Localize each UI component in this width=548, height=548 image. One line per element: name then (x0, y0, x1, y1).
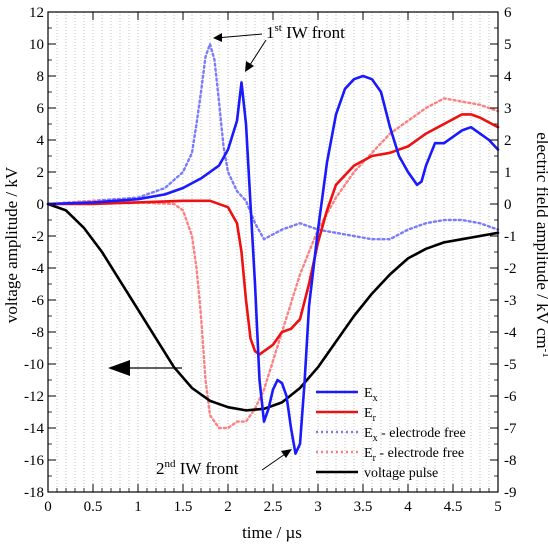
legend-label-main: voltage pulse (364, 466, 438, 481)
y-right-tick-label: 4 (504, 69, 512, 85)
annotation-second-arrow (261, 451, 289, 471)
annotation-first-num: 1 (266, 23, 275, 42)
y-left-tick-label: -14 (24, 421, 44, 437)
y-right-tick-label: -2 (504, 261, 517, 277)
y-right-tick-label: -5 (504, 357, 517, 373)
series-line-e-x (46, 74, 500, 455)
y-left-tick-label: -12 (24, 389, 44, 405)
annotation-first-sup: st (275, 22, 282, 34)
y-right-tick-label: -6 (504, 389, 517, 405)
y-right-tick-label: 5 (504, 37, 512, 53)
annotation-second-sup: nd (165, 458, 177, 470)
legend-label-suffix: - electrode free (376, 446, 464, 461)
series-line-voltage-pulse (46, 202, 500, 412)
legend-label-main: E (364, 406, 373, 421)
y-left-tick-label: 8 (37, 69, 45, 85)
legend-label-main: E (364, 426, 373, 441)
y-left-tick-label: 12 (29, 5, 44, 21)
x-tick-label: 3 (314, 499, 322, 515)
x-tick-label: 4.5 (444, 499, 463, 515)
y-right-tick-label: -4 (504, 325, 517, 341)
y-right-axis-label-sup: -1 (540, 349, 548, 358)
y-left-tick-label: -16 (24, 453, 44, 469)
y-left-tick-label: 0 (37, 197, 45, 213)
y-right-tick-label: 1 (504, 165, 512, 181)
legend-label: Er - electrode free (364, 446, 464, 464)
y-left-tick-label: -8 (32, 325, 45, 341)
annotation-second-text: IW front (176, 459, 239, 478)
y-right-tick-label: -3 (504, 293, 517, 309)
y-left-tick-label: 2 (37, 165, 45, 181)
axis-ticks: 0 0.5 1 1.5 2 2.5 3 3.5 4 4.5 5121086420-2-4-6-8-1… (24, 5, 517, 515)
annotation-first-arrow-b (247, 39, 267, 69)
annotation-first-arrow-a (215, 33, 263, 39)
annotation-first-arrowhead-a (213, 33, 222, 42)
legend-label: Ex (364, 386, 378, 404)
y-right-tick-label: -8 (504, 453, 517, 469)
series-layer (46, 42, 500, 455)
y-left-tick-label: -18 (24, 485, 44, 501)
y-right-tick-label: 2 (504, 133, 512, 149)
y-right-axis-label: electric field amplitude / kV cm-1 (533, 132, 548, 358)
legend-label-sub: r (373, 453, 377, 464)
annotation-first-arrowhead-b (245, 61, 254, 72)
annotation-first-text: IW front (282, 23, 345, 42)
x-tick-label: 0.5 (84, 499, 103, 515)
legend-label-sub: x (373, 393, 378, 404)
annotations: 1st IW front 2nd IW front (108, 22, 345, 478)
vertical-grid (56, 12, 490, 492)
legend-label-main: E (364, 386, 373, 401)
legend-label: voltage pulse (364, 466, 438, 481)
annotation-first-front: 1st IW front (266, 22, 345, 42)
y-right-tick-label: 6 (504, 5, 512, 21)
legend-label-main: E (364, 446, 373, 461)
x-tick-label: 2 (224, 499, 232, 515)
legend-label: Ex - electrode free (364, 426, 466, 444)
y-left-tick-label: 10 (29, 37, 44, 53)
voltage-axis-indicator-arrowhead (108, 360, 130, 376)
annotation-second-front: 2nd IW front (156, 458, 239, 478)
x-tick-label: 2.5 (264, 499, 283, 515)
y-left-tick-label: 6 (37, 101, 45, 117)
y-right-tick-label: 0 (504, 197, 512, 213)
y-right-axis-label-text: electric field amplitude / kV cm (533, 132, 548, 348)
y-left-tick-label: -10 (24, 357, 44, 373)
y-left-tick-label: 4 (37, 133, 45, 149)
y-right-tick-label: 3 (504, 101, 512, 117)
annotation-second-arrowhead (281, 449, 292, 458)
legend-label-sub: x (373, 433, 378, 444)
legend-label: Er (364, 406, 377, 424)
x-axis-label: time / µs (242, 523, 302, 542)
y-left-axis-label: voltage amplitude / kV (2, 166, 21, 323)
y-left-tick-label: -6 (32, 293, 45, 309)
x-tick-label: 5 (494, 499, 502, 515)
series-line-e-x-electrode-free (46, 42, 500, 241)
x-tick-label: 1.5 (174, 499, 193, 515)
x-tick-label: 3.5 (354, 499, 373, 515)
annotation-second-num: 2 (156, 459, 165, 478)
y-left-tick-label: -4 (32, 261, 45, 277)
legend-label-suffix: - electrode free (378, 426, 466, 441)
x-tick-label: 1 (134, 499, 142, 515)
x-tick-label: 0 (44, 499, 52, 515)
series-line-e-r (46, 113, 500, 356)
y-left-tick-label: -2 (32, 229, 45, 245)
legend-label-sub: r (373, 413, 377, 424)
y-right-tick-label: -7 (504, 421, 517, 437)
y-right-tick-label: -9 (504, 485, 517, 501)
y-right-tick-label: -1 (504, 229, 517, 245)
x-tick-label: 4 (404, 499, 412, 515)
